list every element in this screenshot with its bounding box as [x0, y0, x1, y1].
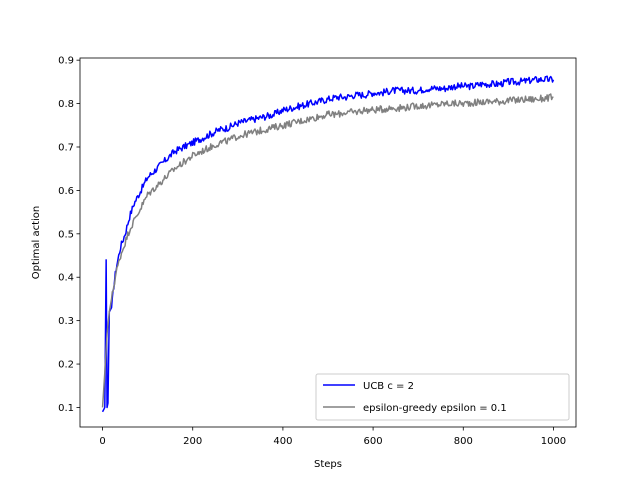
y-tick-label: 0.5 [58, 229, 74, 240]
x-axis: 0 200 400 600 800 1000 [99, 427, 566, 447]
plot-frame [79, 57, 577, 428]
series-line-1 [101, 93, 554, 408]
y-tick-label: 0.1 [58, 403, 74, 414]
legend-label-epsilon-greedy: epsilon-greedy epsilon = 0.1 [363, 403, 507, 414]
x-tick-label: 800 [454, 436, 473, 447]
y-tick-label: 0.7 [58, 142, 74, 153]
y-axis: 0.1 0.2 0.3 0.4 0.5 0.6 0.7 0.8 0.9 [58, 56, 80, 414]
plot-area [101, 75, 555, 413]
y-tick-label: 0.9 [58, 56, 74, 67]
legend-box [315, 373, 570, 421]
x-axis-label: Steps [314, 459, 342, 470]
y-axis-label: Optimal action [31, 206, 42, 280]
y-tick-label: 0.6 [58, 186, 74, 197]
x-tick-label: 1000 [541, 436, 566, 447]
x-tick-label: 200 [183, 436, 202, 447]
legend-label-ucb: UCB c = 2 [363, 381, 414, 392]
legend: UCB c = 2 epsilon-greedy epsilon = 0.1 [315, 373, 570, 421]
x-tick-label: 400 [273, 436, 292, 447]
x-tick-label: 600 [364, 436, 383, 447]
series-line-0 [101, 75, 555, 413]
y-tick-label: 0.4 [58, 273, 74, 284]
y-tick-label: 0.2 [58, 360, 74, 371]
y-tick-label: 0.3 [58, 316, 74, 327]
x-tick-label: 0 [99, 436, 105, 447]
y-tick-label: 0.8 [58, 99, 74, 110]
